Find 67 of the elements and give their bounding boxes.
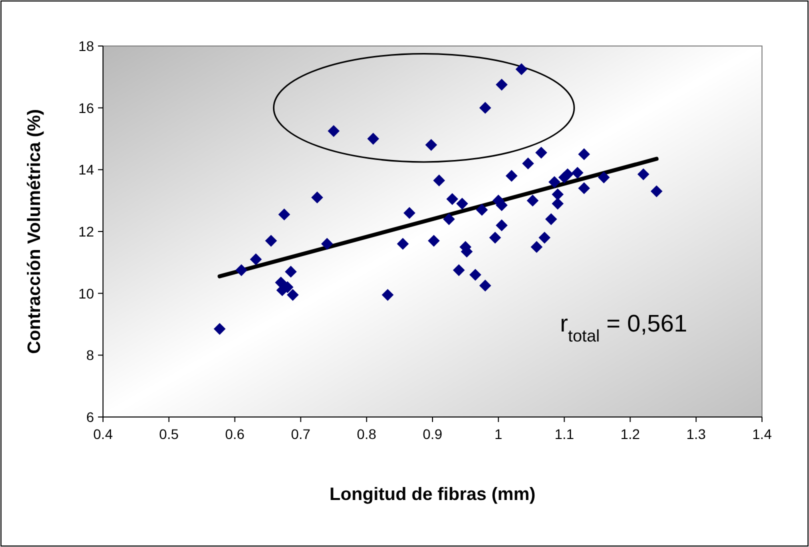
y-tick-label: 14 (78, 162, 94, 178)
point (452, 264, 465, 276)
point (265, 234, 277, 247)
y-tick-label: 10 (78, 285, 94, 302)
point (443, 213, 455, 226)
annotation: r$_{total}$ = 0,561 (560, 310, 688, 346)
point (476, 204, 488, 216)
point (562, 168, 574, 180)
point (469, 268, 482, 281)
point (637, 168, 650, 180)
point (214, 322, 226, 335)
point (456, 198, 468, 210)
point (425, 138, 438, 151)
x-tick-label: 0.7 (290, 426, 311, 442)
x-tick-label: 1.1 (554, 426, 574, 442)
point (572, 166, 584, 179)
point (545, 213, 558, 226)
point (548, 176, 560, 188)
x-tick-label: 1.3 (686, 426, 706, 442)
point (578, 148, 590, 160)
point (552, 188, 564, 200)
y-axis-title: Contracción Volumétrica (%) (24, 109, 44, 354)
x-tick-label: 0.6 (225, 426, 245, 442)
point (506, 170, 518, 182)
x-tick-label: 0.9 (422, 426, 442, 442)
point (382, 288, 394, 301)
point (650, 185, 662, 198)
point (538, 232, 550, 244)
y-tick-label: 18 (78, 38, 94, 54)
point (321, 238, 333, 250)
point (396, 238, 409, 250)
point (311, 192, 324, 204)
y-tick-label: 12 (78, 224, 94, 240)
point (479, 102, 492, 114)
point (496, 78, 508, 91)
point (496, 219, 508, 232)
point (284, 266, 297, 278)
point (598, 171, 610, 184)
point (433, 174, 446, 186)
x-tick-label: 1.4 (752, 426, 772, 442)
point (286, 288, 299, 301)
y-tick-label: 8 (86, 347, 94, 364)
point (489, 232, 502, 244)
x-tick-label: 1.2 (620, 426, 640, 442)
point (552, 198, 564, 210)
point (530, 241, 543, 253)
point (516, 63, 528, 76)
point (526, 194, 539, 207)
point (403, 207, 416, 219)
point (328, 125, 340, 137)
point (250, 253, 262, 266)
point (446, 193, 458, 205)
point (235, 264, 248, 276)
x-axis-title: Longitud de fibras (mm) (330, 484, 536, 504)
y-tick-label: 6 (86, 409, 94, 425)
point (578, 182, 590, 194)
x-tick-label: 1 (494, 426, 502, 442)
point (428, 234, 440, 247)
point (479, 280, 492, 292)
x-tick-label: 0.8 (356, 426, 377, 442)
point (367, 132, 380, 145)
x-tick-label: 0.5 (159, 426, 179, 442)
point (522, 158, 534, 170)
x-tick-label: 0.4 (93, 426, 113, 442)
y-tick-label: 16 (78, 100, 94, 116)
point (278, 208, 290, 220)
point (535, 146, 548, 159)
